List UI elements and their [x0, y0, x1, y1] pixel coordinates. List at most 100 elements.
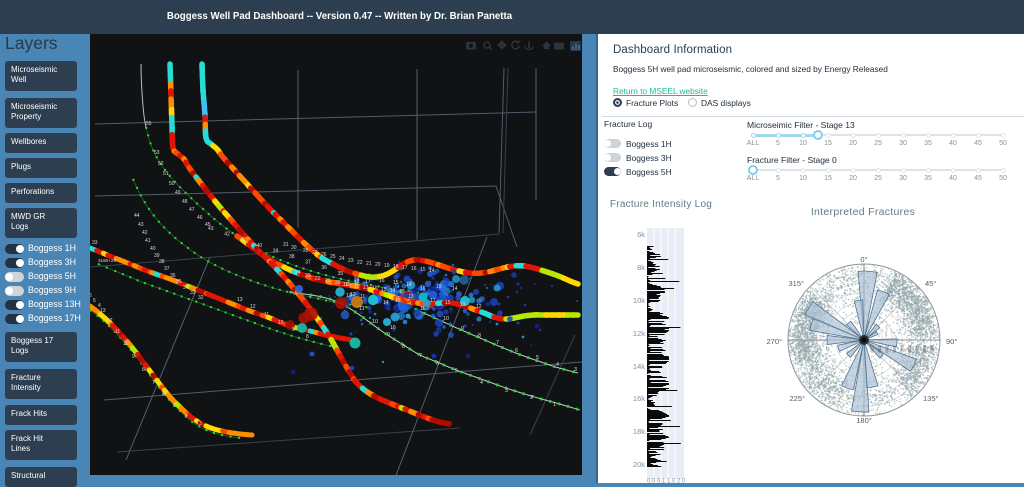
- svg-text:9: 9: [461, 326, 464, 332]
- svg-text:42: 42: [224, 232, 230, 238]
- svg-text:24: 24: [295, 270, 301, 276]
- svg-text:35: 35: [338, 271, 344, 277]
- svg-text:21: 21: [325, 278, 331, 284]
- svg-text:7: 7: [152, 380, 155, 386]
- svg-text:5: 5: [455, 368, 458, 374]
- svg-text:32: 32: [198, 295, 204, 301]
- svg-text:15: 15: [393, 280, 399, 286]
- svg-text:3: 3: [505, 388, 508, 394]
- svg-text:6: 6: [436, 361, 439, 367]
- svg-text:12: 12: [107, 318, 113, 324]
- svg-text:12: 12: [250, 304, 256, 310]
- svg-text:13: 13: [408, 294, 414, 300]
- svg-text:14: 14: [390, 288, 396, 294]
- svg-text:33: 33: [190, 290, 196, 296]
- svg-text:50: 50: [169, 181, 175, 187]
- svg-text:6: 6: [515, 348, 518, 354]
- svg-text:15: 15: [445, 300, 451, 306]
- svg-text:4: 4: [185, 413, 188, 419]
- svg-text:11: 11: [264, 312, 269, 318]
- svg-text:42: 42: [142, 230, 148, 236]
- svg-text:25: 25: [330, 254, 336, 260]
- svg-text:12: 12: [476, 304, 482, 310]
- svg-text:13: 13: [399, 289, 405, 295]
- svg-text:36: 36: [170, 273, 176, 279]
- svg-text:55: 55: [146, 121, 152, 127]
- svg-text:19: 19: [384, 263, 390, 269]
- svg-text:13: 13: [237, 297, 243, 303]
- svg-text:15: 15: [381, 287, 387, 293]
- svg-text:8: 8: [306, 334, 309, 340]
- svg-text:53: 53: [154, 150, 160, 156]
- svg-text:43: 43: [138, 222, 144, 228]
- svg-text:30: 30: [291, 245, 297, 251]
- svg-text:14: 14: [429, 268, 435, 274]
- svg-text:4: 4: [556, 362, 559, 368]
- svg-text:5: 5: [173, 403, 176, 409]
- svg-text:3: 3: [199, 421, 202, 427]
- svg-text:36: 36: [321, 265, 327, 271]
- svg-text:8: 8: [142, 367, 145, 373]
- svg-text:22: 22: [315, 276, 321, 282]
- svg-text:27: 27: [312, 250, 318, 256]
- svg-text:17: 17: [363, 285, 369, 291]
- svg-text:18: 18: [393, 264, 399, 270]
- svg-text:31: 31: [283, 242, 289, 248]
- svg-text:24: 24: [339, 256, 345, 262]
- svg-text:15: 15: [420, 267, 426, 273]
- svg-text:49: 49: [175, 190, 181, 196]
- svg-text:20: 20: [335, 280, 341, 286]
- svg-text:38: 38: [289, 254, 295, 260]
- svg-text:17: 17: [365, 279, 371, 285]
- svg-text:13: 13: [460, 302, 466, 308]
- svg-text:10: 10: [390, 325, 396, 331]
- svg-text:8: 8: [478, 333, 481, 339]
- svg-text:46: 46: [197, 215, 203, 221]
- svg-text:23: 23: [305, 273, 311, 279]
- svg-text:13: 13: [100, 308, 106, 314]
- svg-text:10: 10: [123, 341, 129, 347]
- svg-text:5: 5: [93, 298, 96, 304]
- svg-text:4: 4: [480, 380, 483, 386]
- svg-text:21: 21: [366, 261, 372, 267]
- svg-text:16: 16: [420, 286, 426, 292]
- svg-text:39: 39: [273, 248, 279, 254]
- svg-text:15: 15: [436, 284, 442, 290]
- svg-text:22: 22: [357, 260, 363, 266]
- svg-text:9: 9: [387, 332, 390, 338]
- svg-text:19: 19: [343, 282, 349, 288]
- svg-text:3180+28: 3180+28: [98, 258, 116, 263]
- svg-text:41: 41: [145, 238, 151, 244]
- svg-text:16: 16: [379, 278, 385, 284]
- svg-text:10: 10: [443, 316, 449, 322]
- svg-text:6: 6: [162, 392, 165, 398]
- svg-text:18: 18: [395, 298, 401, 304]
- svg-text:3: 3: [574, 367, 577, 373]
- svg-text:4: 4: [98, 303, 101, 309]
- svg-text:38: 38: [159, 259, 165, 265]
- svg-text:16: 16: [372, 286, 378, 292]
- svg-text:12: 12: [346, 293, 352, 299]
- svg-text:40: 40: [150, 246, 156, 252]
- svg-text:7: 7: [496, 340, 499, 346]
- svg-text:14: 14: [406, 282, 412, 288]
- svg-text:11: 11: [360, 294, 365, 300]
- svg-text:14: 14: [383, 300, 389, 306]
- svg-text:16: 16: [411, 266, 417, 272]
- svg-text:40: 40: [257, 243, 263, 249]
- svg-text:41: 41: [240, 237, 246, 243]
- svg-text:11: 11: [420, 306, 425, 312]
- svg-text:17: 17: [402, 265, 408, 271]
- svg-text:18: 18: [354, 280, 360, 286]
- svg-text:9: 9: [132, 354, 135, 360]
- svg-text:10: 10: [278, 320, 284, 326]
- svg-text:20: 20: [375, 262, 381, 268]
- svg-text:2: 2: [530, 395, 533, 401]
- svg-text:33: 33: [92, 240, 98, 246]
- svg-text:8: 8: [402, 344, 405, 350]
- svg-text:43: 43: [208, 226, 214, 232]
- svg-text:17: 17: [430, 298, 436, 304]
- svg-text:1: 1: [553, 402, 556, 408]
- svg-text:10: 10: [372, 319, 378, 325]
- svg-text:9: 9: [292, 327, 295, 333]
